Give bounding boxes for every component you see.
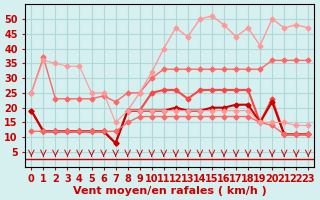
X-axis label: Vent moyen/en rafales ( km/h ): Vent moyen/en rafales ( km/h ) [73, 186, 267, 196]
